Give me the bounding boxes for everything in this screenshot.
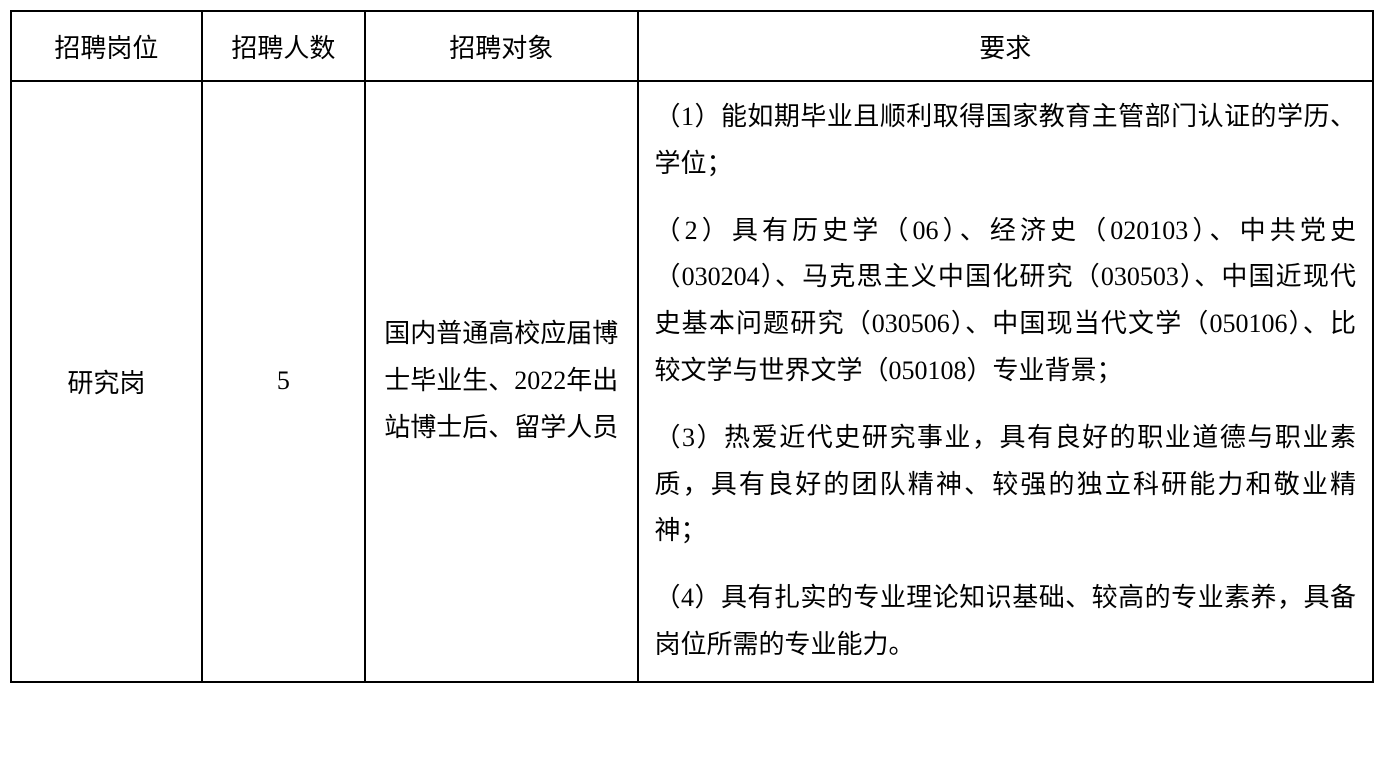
- header-target: 招聘对象: [365, 11, 637, 81]
- table-header: 招聘岗位 招聘人数 招聘对象 要求: [11, 11, 1373, 81]
- table-body: 研究岗 5 国内普通高校应届博士毕业生、2022年出站博士后、留学人员 （1）能…: [11, 81, 1373, 682]
- requirement-item-4: （4）具有扎实的专业理论知识基础、较高的专业素养，具备岗位所需的专业能力。: [655, 575, 1357, 669]
- table-row: 研究岗 5 国内普通高校应届博士毕业生、2022年出站博士后、留学人员 （1）能…: [11, 81, 1373, 682]
- header-row: 招聘岗位 招聘人数 招聘对象 要求: [11, 11, 1373, 81]
- requirement-item-1: （1）能如期毕业且顺利取得国家教育主管部门认证的学历、学位；: [655, 94, 1357, 188]
- requirement-item-3: （3）热爱近代史研究事业，具有良好的职业道德与职业素质，具有良好的团队精神、较强…: [655, 415, 1357, 555]
- recruitment-table: 招聘岗位 招聘人数 招聘对象 要求 研究岗 5 国内普通高校应届博士毕业生、20…: [10, 10, 1374, 683]
- cell-target: 国内普通高校应届博士毕业生、2022年出站博士后、留学人员: [365, 81, 637, 682]
- header-count: 招聘人数: [202, 11, 365, 81]
- requirement-item-2: （2）具有历史学（06）、经济史（020103）、中共党史（030204）、马克…: [655, 208, 1357, 395]
- header-position: 招聘岗位: [11, 11, 202, 81]
- cell-count: 5: [202, 81, 365, 682]
- header-requirements: 要求: [638, 11, 1374, 81]
- cell-position: 研究岗: [11, 81, 202, 682]
- cell-requirements: （1）能如期毕业且顺利取得国家教育主管部门认证的学历、学位； （2）具有历史学（…: [638, 81, 1374, 682]
